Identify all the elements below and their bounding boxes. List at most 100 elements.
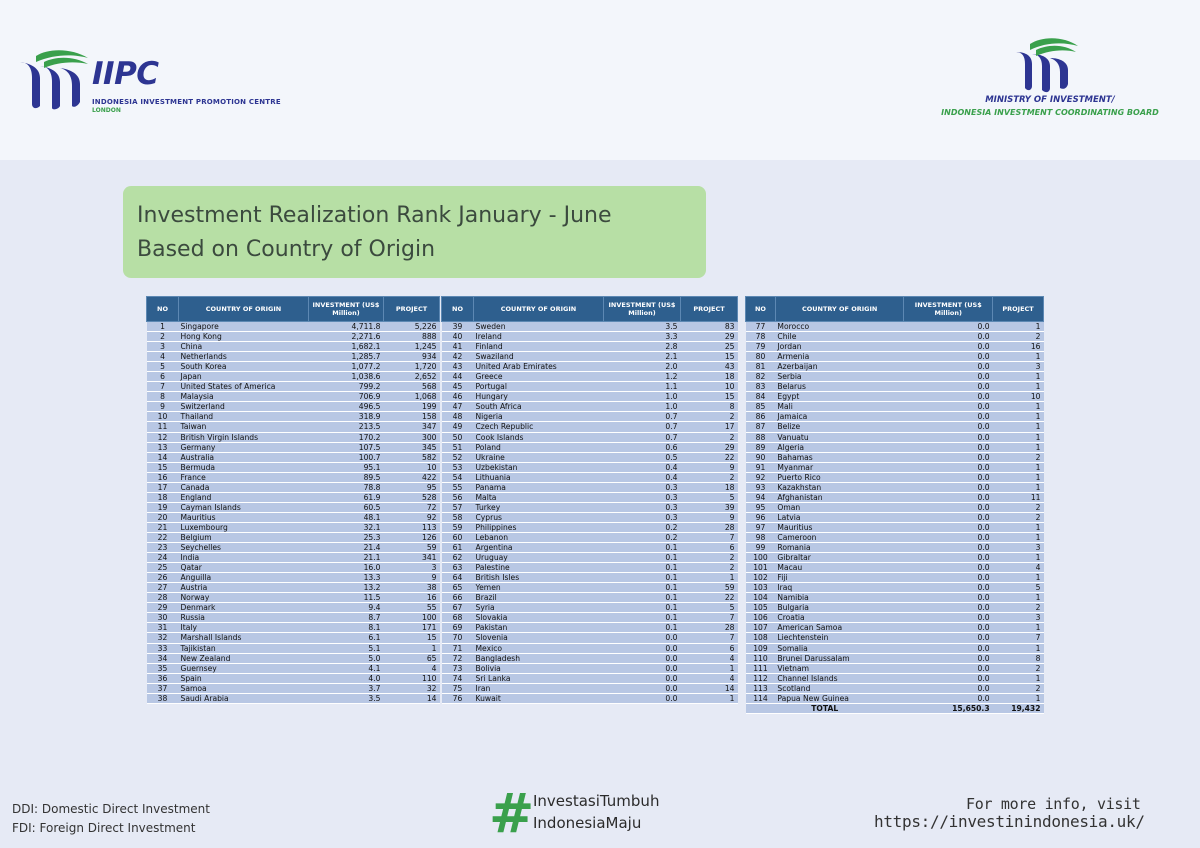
row-rank: 91 [745,462,776,473]
row-rank: 113 [745,683,776,694]
row-project: 2 [992,502,1044,513]
table-row: 67 Syria 0.1 5 [441,602,738,614]
table-row: 113 Scotland 0.0 2 [745,683,1044,694]
row-rank: 7 [146,381,179,393]
row-project: 15 [383,632,440,644]
table-row: 85 Mali 0.0 1 [745,401,1044,413]
ministry-title: MINISTRY OF INVESTMENT/ [985,95,1115,105]
row-project: 1 [992,432,1044,443]
row-investment: 3.3 [603,331,681,343]
row-rank: 90 [745,452,776,463]
table-row: 42 Swaziland 2.1 15 [441,351,738,363]
row-country: Germany [178,442,309,453]
row-investment: 0.0 [603,653,681,664]
row-investment: 0.1 [603,592,681,604]
row-rank: 46 [441,391,474,403]
row-rank: 18 [146,492,179,503]
row-rank: 108 [745,632,776,644]
row-rank: 35 [146,663,179,674]
row-country: Mali [775,401,904,413]
row-country: Iraq [775,582,904,594]
row-investment: 16.0 [308,562,384,574]
row-country: Anguilla [178,572,309,584]
row-investment: 89.5 [308,472,384,483]
row-country: Seychelles [178,542,309,554]
table-row: 21 Luxembourg 32.1 113 [146,522,440,533]
row-investment: 0.0 [903,371,993,383]
row-country: Marshall Islands [178,632,309,644]
row-project: 4 [680,673,738,684]
rank-table-1: NO COUNTRY OF ORIGIN INVESTMENT (US$ Milli… [146,296,440,704]
row-rank: 32 [146,632,179,644]
row-rank: 98 [745,532,776,544]
row-project: 199 [383,401,440,413]
row-investment: 1,077.2 [308,361,384,373]
row-project: 2 [680,411,738,423]
total-label: TOTAL [745,703,904,714]
row-country: Uruguay [473,552,604,564]
row-investment: 0.0 [903,411,993,423]
row-investment: 0.0 [903,482,993,493]
row-rank: 74 [441,673,474,684]
table-row: 108 Liechtenstein 0.0 7 [745,632,1044,644]
table-row: 5 South Korea 1,077.2 1,720 [146,361,440,373]
row-investment: 13.2 [308,582,384,594]
row-project: 29 [680,442,738,453]
table-row: 96 Latvia 0.0 2 [745,512,1044,523]
row-rank: 107 [745,622,776,634]
website-link[interactable]: https://investinindonesia.uk/ [874,812,1145,831]
row-project: 2 [992,683,1044,694]
row-project: 59 [680,582,738,594]
table-row: 81 Azerbaijan 0.0 3 [745,361,1044,373]
row-country: Nigeria [473,411,604,423]
row-investment: 0.0 [903,532,993,544]
row-investment: 0.0 [903,632,993,644]
row-project: 2 [992,663,1044,674]
row-country: Romania [775,542,904,554]
row-project: 4 [680,653,738,664]
table-row: 1 Singapore 4,711.8 5,226 [146,321,440,333]
row-country: South Korea [178,361,309,373]
table-row: 74 Sri Lanka 0.0 4 [441,673,738,684]
table-row: 4 Netherlands 1,285.7 934 [146,351,440,363]
table-row: 76 Kuwait 0.0 1 [441,693,738,704]
row-rank: 45 [441,381,474,393]
row-rank: 56 [441,492,474,503]
row-country: Slovenia [473,632,604,644]
table-row: 104 Namibia 0.0 1 [745,592,1044,604]
table-row: 41 Finland 2.8 25 [441,341,738,353]
table-row: 62 Uruguay 0.1 2 [441,552,738,564]
row-project: 528 [383,492,440,503]
row-country: Philippines [473,522,604,533]
row-investment: 0.0 [903,522,993,533]
row-rank: 55 [441,482,474,493]
row-investment: 61.9 [308,492,384,503]
row-project: 2 [680,552,738,564]
table-row: 75 Iran 0.0 14 [441,683,738,694]
row-investment: 0.1 [603,542,681,554]
row-country: Cameroon [775,532,904,544]
row-investment: 0.1 [603,602,681,614]
table-row: 31 Italy 8.1 171 [146,622,440,634]
row-country: Lithuania [473,472,604,483]
row-project: 25 [680,341,738,353]
row-country: Canada [178,482,309,493]
row-rank: 85 [745,401,776,413]
table-row: 79 Jordan 0.0 16 [745,341,1044,353]
row-investment: 0.0 [903,502,993,513]
row-rank: 60 [441,532,474,544]
row-project: 100 [383,612,440,624]
row-rank: 76 [441,693,474,704]
table-row: 50 Cook Islands 0.7 2 [441,432,738,443]
table-row: 66 Brazil 0.1 22 [441,592,738,604]
row-country: Yemen [473,582,604,594]
row-country: Finland [473,341,604,353]
row-rank: 82 [745,371,776,383]
table-header-row: NO COUNTRY OF ORIGIN INVESTMENT (US$ Milli… [441,296,738,322]
row-rank: 43 [441,361,474,373]
row-country: Cayman Islands [178,502,309,513]
row-investment: 0.0 [903,552,993,564]
row-investment: 0.0 [903,612,993,624]
row-project: 7 [680,612,738,624]
table-row: 94 Afghanistan 0.0 11 [745,492,1044,503]
